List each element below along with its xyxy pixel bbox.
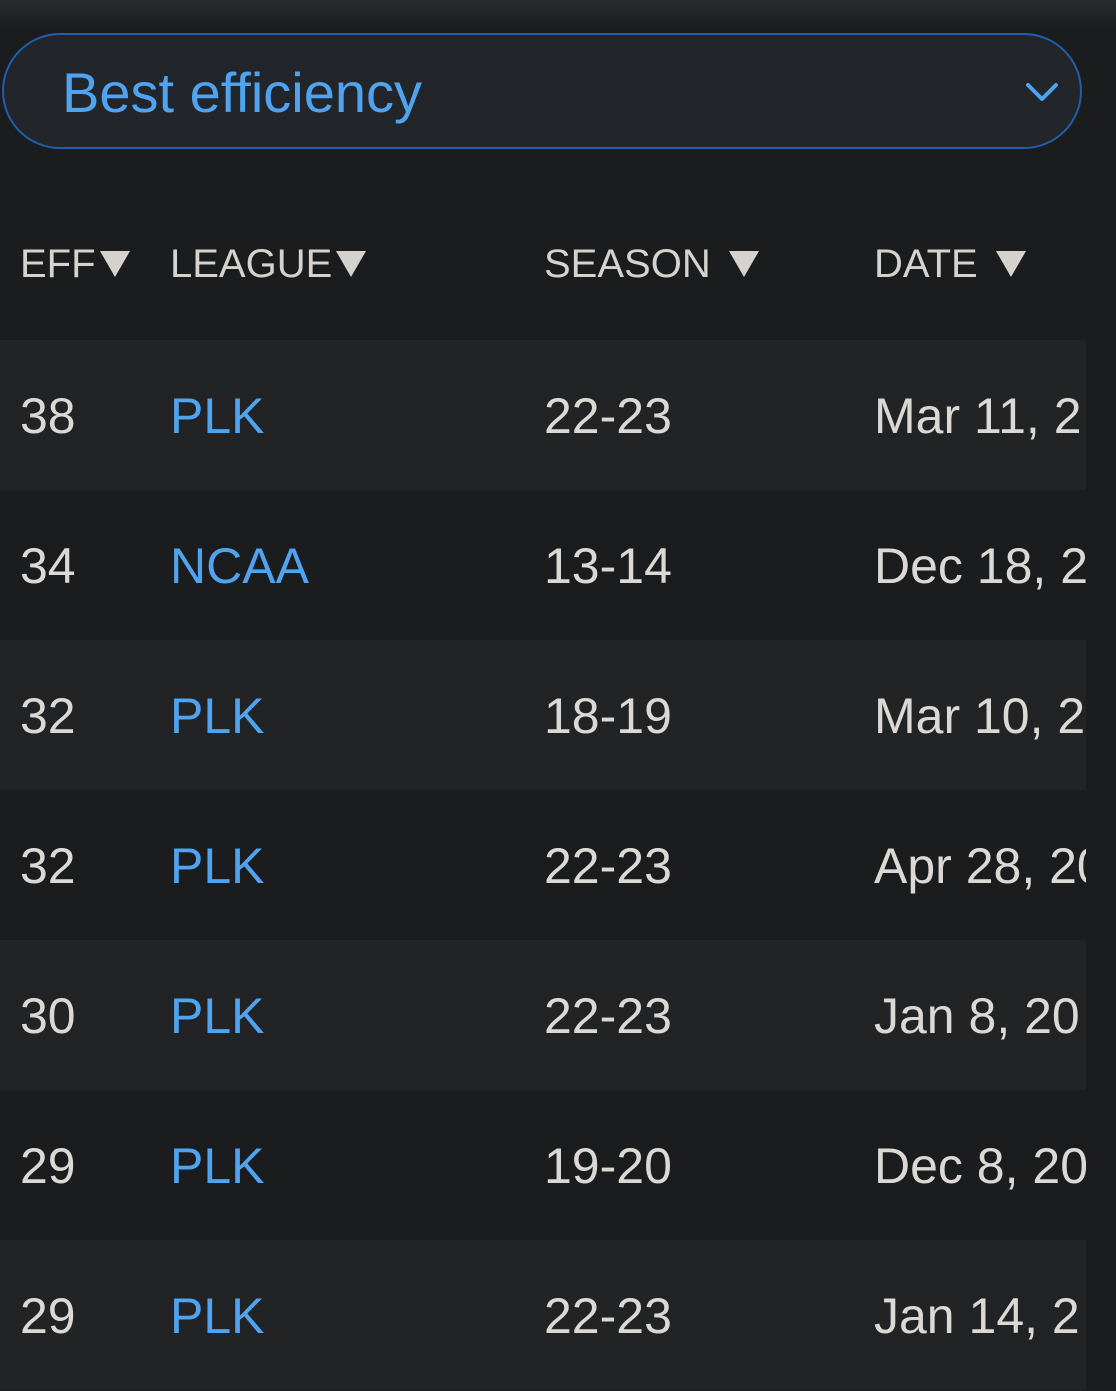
cell-season: 22-23 [544, 1288, 672, 1344]
table-row[interactable]: 38 PLK 22-23 Mar 11, 2 [0, 340, 1086, 490]
column-header-date[interactable]: DATE [874, 242, 1026, 286]
column-header-season[interactable]: SEASON [544, 242, 759, 286]
cell-season: 22-23 [544, 988, 672, 1044]
cell-league-link[interactable]: PLK [170, 1288, 265, 1344]
cell-date: Apr 28, 20 [874, 838, 1086, 894]
cell-season: 22-23 [544, 838, 672, 894]
cell-league-link[interactable]: PLK [170, 688, 265, 744]
cell-eff: 29 [20, 1288, 76, 1344]
cell-date: Dec 18, 2 [874, 538, 1086, 594]
table-row[interactable]: 29 PLK 22-23 Jan 14, 2 [0, 1240, 1086, 1390]
sort-arrow-icon [336, 251, 367, 277]
column-header-date-label: DATE [874, 242, 978, 286]
cell-eff: 32 [20, 838, 76, 894]
cell-season: 22-23 [544, 388, 672, 444]
table-row[interactable]: 32 PLK 22-23 Apr 28, 20 [0, 790, 1086, 940]
column-header-eff[interactable]: EFF [20, 242, 130, 286]
cell-date: Jan 8, 20 [874, 988, 1080, 1044]
sort-arrow-icon [728, 251, 759, 277]
cell-eff: 34 [20, 538, 76, 594]
column-header-league[interactable]: LEAGUE [170, 242, 367, 286]
column-header-eff-label: EFF [20, 242, 96, 286]
column-header-season-label: SEASON [544, 242, 711, 286]
cell-eff: 30 [20, 988, 76, 1044]
table-row[interactable]: 34 NCAA 13-14 Dec 18, 2 [0, 490, 1086, 640]
table-row[interactable]: 32 PLK 18-19 Mar 10, 2 [0, 640, 1086, 790]
table-body: 38 PLK 22-23 Mar 11, 2 34 NCAA 13-14 Dec… [0, 340, 1086, 1390]
sort-select[interactable]: Best efficiency [2, 33, 1082, 149]
cell-league-link[interactable]: PLK [170, 388, 265, 444]
table-header: EFF LEAGUE SEASON DATE [0, 214, 1116, 314]
cell-eff: 38 [20, 388, 76, 444]
table-row[interactable]: 29 PLK 19-20 Dec 8, 20 [0, 1090, 1086, 1240]
cell-date: Dec 8, 20 [874, 1138, 1086, 1194]
cell-date: Jan 14, 2 [874, 1288, 1080, 1344]
cell-season: 13-14 [544, 538, 672, 594]
top-shadow [0, 0, 1116, 30]
cell-league-link[interactable]: PLK [170, 1138, 265, 1194]
cell-date: Mar 10, 2 [874, 688, 1086, 744]
cell-eff: 29 [20, 1138, 76, 1194]
cell-season: 19-20 [544, 1138, 672, 1194]
sort-arrow-icon [995, 251, 1026, 277]
column-header-league-label: LEAGUE [170, 242, 333, 286]
cell-league-link[interactable]: PLK [170, 838, 265, 894]
cell-eff: 32 [20, 688, 76, 744]
sort-arrow-icon [99, 251, 130, 277]
cell-league-link[interactable]: PLK [170, 988, 265, 1044]
cell-date: Mar 11, 2 [874, 388, 1082, 444]
sort-select-value: Best efficiency [62, 61, 423, 124]
cell-league-link[interactable]: NCAA [170, 538, 309, 594]
chevron-down-icon [1026, 83, 1058, 101]
table-row[interactable]: 30 PLK 22-23 Jan 8, 20 [0, 940, 1086, 1090]
cell-season: 18-19 [544, 688, 672, 744]
